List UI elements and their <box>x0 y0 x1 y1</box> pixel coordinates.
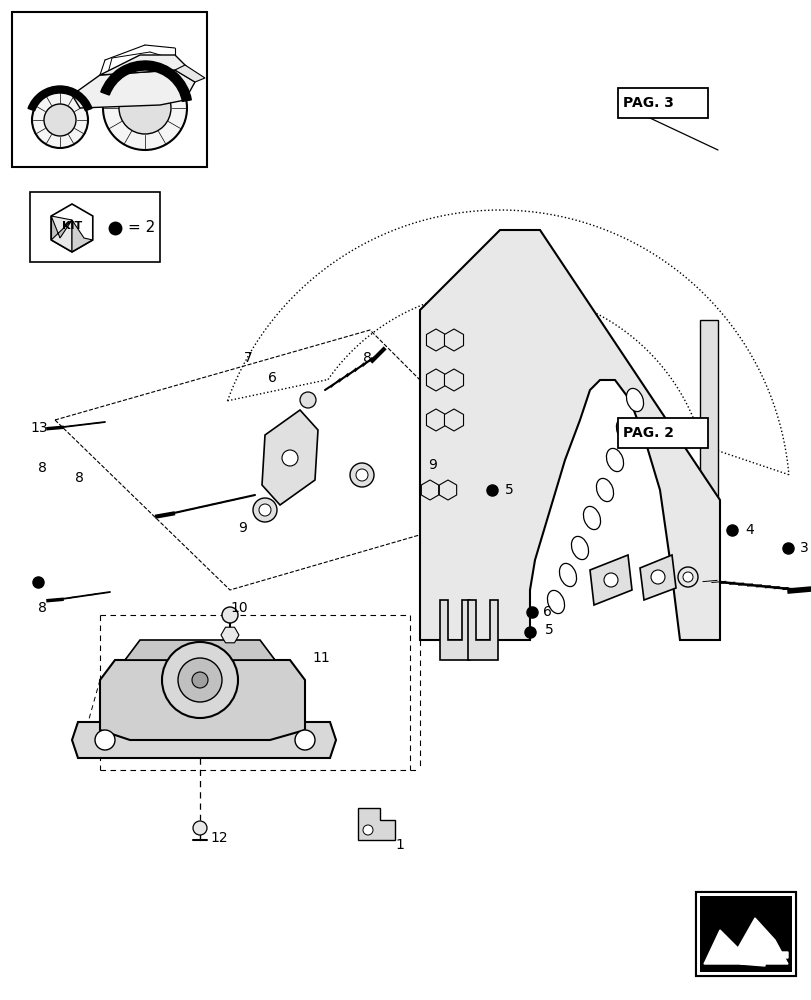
Text: 10: 10 <box>230 601 247 615</box>
Text: 12: 12 <box>210 831 227 845</box>
Text: 8: 8 <box>38 461 47 475</box>
Bar <box>30 192 160 262</box>
Circle shape <box>44 104 76 136</box>
Text: PAG. 3: PAG. 3 <box>622 96 673 110</box>
Ellipse shape <box>547 590 564 614</box>
Circle shape <box>677 567 697 587</box>
Text: 6: 6 <box>268 371 277 385</box>
Polygon shape <box>51 216 72 240</box>
Text: 11: 11 <box>311 651 329 665</box>
Circle shape <box>103 66 187 150</box>
Polygon shape <box>115 640 290 660</box>
Circle shape <box>178 658 221 702</box>
Polygon shape <box>72 220 92 252</box>
Polygon shape <box>467 600 497 660</box>
Polygon shape <box>72 722 336 758</box>
Text: 7: 7 <box>243 351 252 365</box>
Polygon shape <box>175 65 204 82</box>
Bar <box>695 892 795 976</box>
Ellipse shape <box>596 478 613 502</box>
Text: 9: 9 <box>427 458 436 472</box>
Circle shape <box>650 570 664 584</box>
Polygon shape <box>419 230 719 640</box>
Circle shape <box>603 573 617 587</box>
Ellipse shape <box>616 418 633 442</box>
Text: KIT: KIT <box>62 221 82 231</box>
Circle shape <box>682 572 692 582</box>
Circle shape <box>119 82 171 134</box>
Polygon shape <box>100 55 190 75</box>
Text: 5: 5 <box>504 483 513 497</box>
Polygon shape <box>703 918 787 964</box>
Bar <box>699 896 791 972</box>
Text: 8: 8 <box>363 351 371 365</box>
Ellipse shape <box>559 563 576 587</box>
Circle shape <box>191 672 208 688</box>
Circle shape <box>299 392 315 408</box>
Ellipse shape <box>583 506 600 530</box>
Circle shape <box>355 469 367 481</box>
Bar <box>695 892 795 976</box>
Polygon shape <box>262 410 318 505</box>
Circle shape <box>162 642 238 718</box>
Ellipse shape <box>571 536 588 560</box>
Circle shape <box>363 825 372 835</box>
Text: 4: 4 <box>744 523 753 537</box>
Polygon shape <box>639 555 676 600</box>
Polygon shape <box>440 600 470 660</box>
Circle shape <box>193 821 207 835</box>
Ellipse shape <box>606 448 623 472</box>
Text: 5: 5 <box>544 623 553 637</box>
Bar <box>617 88 707 118</box>
Text: 8: 8 <box>75 471 84 485</box>
Ellipse shape <box>625 388 643 412</box>
Circle shape <box>95 730 115 750</box>
Bar <box>12 12 207 167</box>
Text: 6: 6 <box>543 605 551 619</box>
Text: PAG. 2: PAG. 2 <box>622 426 673 440</box>
Wedge shape <box>101 61 191 101</box>
Polygon shape <box>699 320 717 620</box>
Text: = 2: = 2 <box>128 221 155 235</box>
Circle shape <box>350 463 374 487</box>
Polygon shape <box>590 555 631 605</box>
Circle shape <box>259 504 271 516</box>
Polygon shape <box>51 216 72 252</box>
Text: 8: 8 <box>38 601 47 615</box>
Circle shape <box>281 450 298 466</box>
Wedge shape <box>28 86 92 111</box>
Bar <box>617 418 707 448</box>
Text: 13: 13 <box>30 421 48 435</box>
Circle shape <box>294 730 315 750</box>
Text: 3: 3 <box>799 541 808 555</box>
Circle shape <box>253 498 277 522</box>
Circle shape <box>32 92 88 148</box>
Text: 9: 9 <box>238 521 247 535</box>
Text: 1: 1 <box>394 838 403 852</box>
Polygon shape <box>72 70 195 108</box>
Circle shape <box>221 607 238 623</box>
Polygon shape <box>100 660 305 740</box>
Polygon shape <box>739 944 787 966</box>
Polygon shape <box>358 808 394 840</box>
